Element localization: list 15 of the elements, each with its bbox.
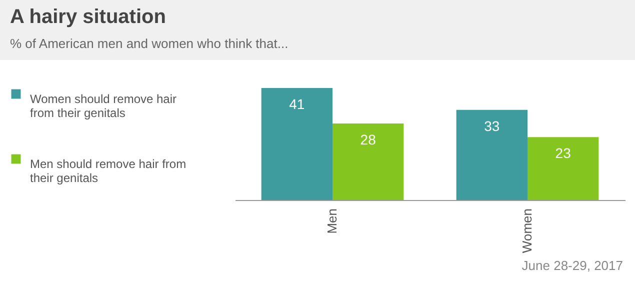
data-label: 23 <box>555 145 572 162</box>
bar <box>261 88 332 200</box>
data-label: 33 <box>484 118 500 134</box>
chart-title: A hairy situation <box>10 6 166 29</box>
data-label: 41 <box>289 96 305 112</box>
text: June 28-29, 2017 <box>522 258 623 273</box>
legend-label: Women should remove hair from their genitals <box>30 92 177 120</box>
bar <box>456 110 528 200</box>
x-tick-label: Men <box>324 208 340 234</box>
bar <box>332 124 404 200</box>
bar <box>528 137 599 200</box>
data-label: 28 <box>360 132 376 148</box>
legend-label: Men should remove hair from their genitals <box>30 157 186 185</box>
x-tick-label: Women <box>520 208 534 254</box>
chart-subtitle: % of American men and women who think that... <box>10 36 288 51</box>
